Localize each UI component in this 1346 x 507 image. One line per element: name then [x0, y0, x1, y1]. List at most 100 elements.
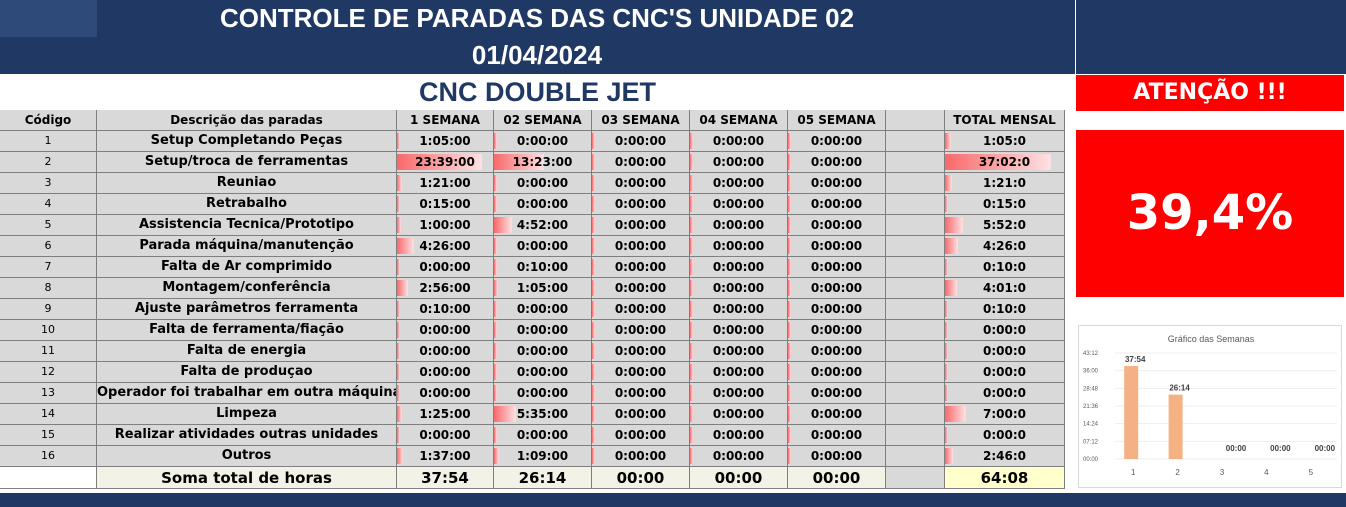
row-week-value[interactable]: 0:00:00 — [592, 236, 690, 257]
row-week-value[interactable]: 0:00:00 — [788, 194, 886, 215]
row-week-value[interactable]: 1:37:00 — [397, 446, 494, 467]
row-week-value[interactable]: 0:00:00 — [592, 320, 690, 341]
row-code[interactable]: 11 — [0, 341, 97, 362]
row-week-value[interactable]: 5:35:00 — [494, 404, 592, 425]
row-week-value[interactable]: 0:00:00 — [690, 131, 788, 152]
row-week-value[interactable]: 0:00:00 — [397, 383, 494, 404]
row-week-value[interactable]: 0:00:00 — [397, 341, 494, 362]
row-code[interactable]: 14 — [0, 404, 97, 425]
row-week-value[interactable]: 0:00:00 — [690, 257, 788, 278]
row-week-value[interactable]: 0:15:00 — [397, 194, 494, 215]
row-description[interactable]: Setup Completando Peças — [97, 131, 397, 152]
row-total-value[interactable]: 0:00:0 — [945, 425, 1065, 446]
row-week-value[interactable]: 0:00:00 — [690, 425, 788, 446]
row-week-value[interactable]: 0:00:00 — [788, 152, 886, 173]
row-description[interactable]: Falta de energia — [97, 341, 397, 362]
row-week-value[interactable]: 0:00:00 — [788, 215, 886, 236]
row-code[interactable]: 1 — [0, 131, 97, 152]
row-week-value[interactable]: 0:00:00 — [494, 131, 592, 152]
row-total-value[interactable]: 0:00:0 — [945, 320, 1065, 341]
row-week-value[interactable]: 0:00:00 — [592, 341, 690, 362]
row-week-value[interactable]: 0:00:00 — [397, 320, 494, 341]
row-total-value[interactable]: 7:00:0 — [945, 404, 1065, 425]
row-week-value[interactable]: 0:00:00 — [690, 383, 788, 404]
row-total-value[interactable]: 0:15:0 — [945, 194, 1065, 215]
row-week-value[interactable]: 0:00:00 — [494, 341, 592, 362]
row-week-value[interactable]: 4:52:00 — [494, 215, 592, 236]
row-week-value[interactable]: 4:26:00 — [397, 236, 494, 257]
row-week-value[interactable]: 0:00:00 — [592, 257, 690, 278]
row-week-value[interactable]: 0:00:00 — [690, 173, 788, 194]
row-code[interactable]: 6 — [0, 236, 97, 257]
row-description[interactable]: Realizar atividades outras unidades — [97, 425, 397, 446]
row-week-value[interactable]: 0:00:00 — [788, 278, 886, 299]
row-code[interactable]: 15 — [0, 425, 97, 446]
row-week-value[interactable]: 1:05:00 — [494, 278, 592, 299]
row-week-value[interactable]: 0:00:00 — [690, 404, 788, 425]
row-week-value[interactable]: 0:00:00 — [690, 299, 788, 320]
row-week-value[interactable]: 0:00:00 — [397, 362, 494, 383]
row-week-value[interactable]: 0:00:00 — [592, 383, 690, 404]
row-description[interactable]: Retrabalho — [97, 194, 397, 215]
row-week-value[interactable]: 0:00:00 — [592, 278, 690, 299]
row-week-value[interactable]: 0:00:00 — [788, 341, 886, 362]
row-description[interactable]: Reuniao — [97, 173, 397, 194]
row-week-value[interactable]: 0:00:00 — [788, 404, 886, 425]
row-description[interactable]: Outros — [97, 446, 397, 467]
row-total-value[interactable]: 4:01:0 — [945, 278, 1065, 299]
row-description[interactable]: Assistencia Tecnica/Prototipo — [97, 215, 397, 236]
row-week-value[interactable]: 1:21:00 — [397, 173, 494, 194]
row-code[interactable]: 9 — [0, 299, 97, 320]
row-code[interactable]: 13 — [0, 383, 97, 404]
row-week-value[interactable]: 1:09:00 — [494, 446, 592, 467]
row-week-value[interactable]: 0:00:00 — [592, 215, 690, 236]
row-total-value[interactable]: 0:00:0 — [945, 362, 1065, 383]
row-week-value[interactable]: 0:00:00 — [397, 425, 494, 446]
row-week-value[interactable]: 0:00:00 — [788, 173, 886, 194]
row-code[interactable]: 12 — [0, 362, 97, 383]
row-week-value[interactable]: 1:25:00 — [397, 404, 494, 425]
row-week-value[interactable]: 0:00:00 — [592, 446, 690, 467]
row-total-value[interactable]: 1:05:0 — [945, 131, 1065, 152]
row-week-value[interactable]: 0:00:00 — [592, 194, 690, 215]
row-description[interactable]: Falta de ferramenta/fiação — [97, 320, 397, 341]
row-code[interactable]: 8 — [0, 278, 97, 299]
row-week-value[interactable]: 0:00:00 — [788, 362, 886, 383]
row-week-value[interactable]: 0:00:00 — [690, 320, 788, 341]
row-total-value[interactable]: 4:26:0 — [945, 236, 1065, 257]
row-total-value[interactable]: 0:10:0 — [945, 299, 1065, 320]
row-week-value[interactable]: 0:00:00 — [788, 446, 886, 467]
row-week-value[interactable]: 0:00:00 — [494, 362, 592, 383]
row-week-value[interactable]: 0:00:00 — [690, 278, 788, 299]
row-week-value[interactable]: 0:00:00 — [494, 425, 592, 446]
row-week-value[interactable]: 2:56:00 — [397, 278, 494, 299]
row-week-value[interactable]: 0:00:00 — [788, 257, 886, 278]
row-description[interactable]: Falta de produçao — [97, 362, 397, 383]
row-code[interactable]: 2 — [0, 152, 97, 173]
row-week-value[interactable]: 0:00:00 — [788, 299, 886, 320]
row-description[interactable]: Limpeza — [97, 404, 397, 425]
row-description[interactable]: Setup/troca de ferramentas — [97, 152, 397, 173]
row-total-value[interactable]: 0:00:0 — [945, 383, 1065, 404]
row-week-value[interactable]: 0:00:00 — [690, 215, 788, 236]
row-code[interactable]: 7 — [0, 257, 97, 278]
row-week-value[interactable]: 0:00:00 — [592, 131, 690, 152]
row-code[interactable]: 16 — [0, 446, 97, 467]
row-week-value[interactable]: 1:05:00 — [397, 131, 494, 152]
row-week-value[interactable]: 0:00:00 — [494, 299, 592, 320]
row-week-value[interactable]: 0:00:00 — [690, 194, 788, 215]
row-week-value[interactable]: 0:00:00 — [494, 236, 592, 257]
row-week-value[interactable]: 0:00:00 — [494, 320, 592, 341]
row-week-value[interactable]: 0:00:00 — [592, 152, 690, 173]
row-total-value[interactable]: 37:02:0 — [945, 152, 1065, 173]
row-week-value[interactable]: 0:00:00 — [788, 236, 886, 257]
row-week-value[interactable]: 0:00:00 — [494, 194, 592, 215]
row-code[interactable]: 10 — [0, 320, 97, 341]
row-week-value[interactable]: 0:00:00 — [690, 236, 788, 257]
row-week-value[interactable]: 0:10:00 — [494, 257, 592, 278]
row-total-value[interactable]: 1:21:0 — [945, 173, 1065, 194]
row-week-value[interactable]: 0:00:00 — [494, 383, 592, 404]
row-week-value[interactable]: 0:00:00 — [690, 152, 788, 173]
row-week-value[interactable]: 0:00:00 — [397, 257, 494, 278]
row-week-value[interactable]: 0:00:00 — [592, 362, 690, 383]
